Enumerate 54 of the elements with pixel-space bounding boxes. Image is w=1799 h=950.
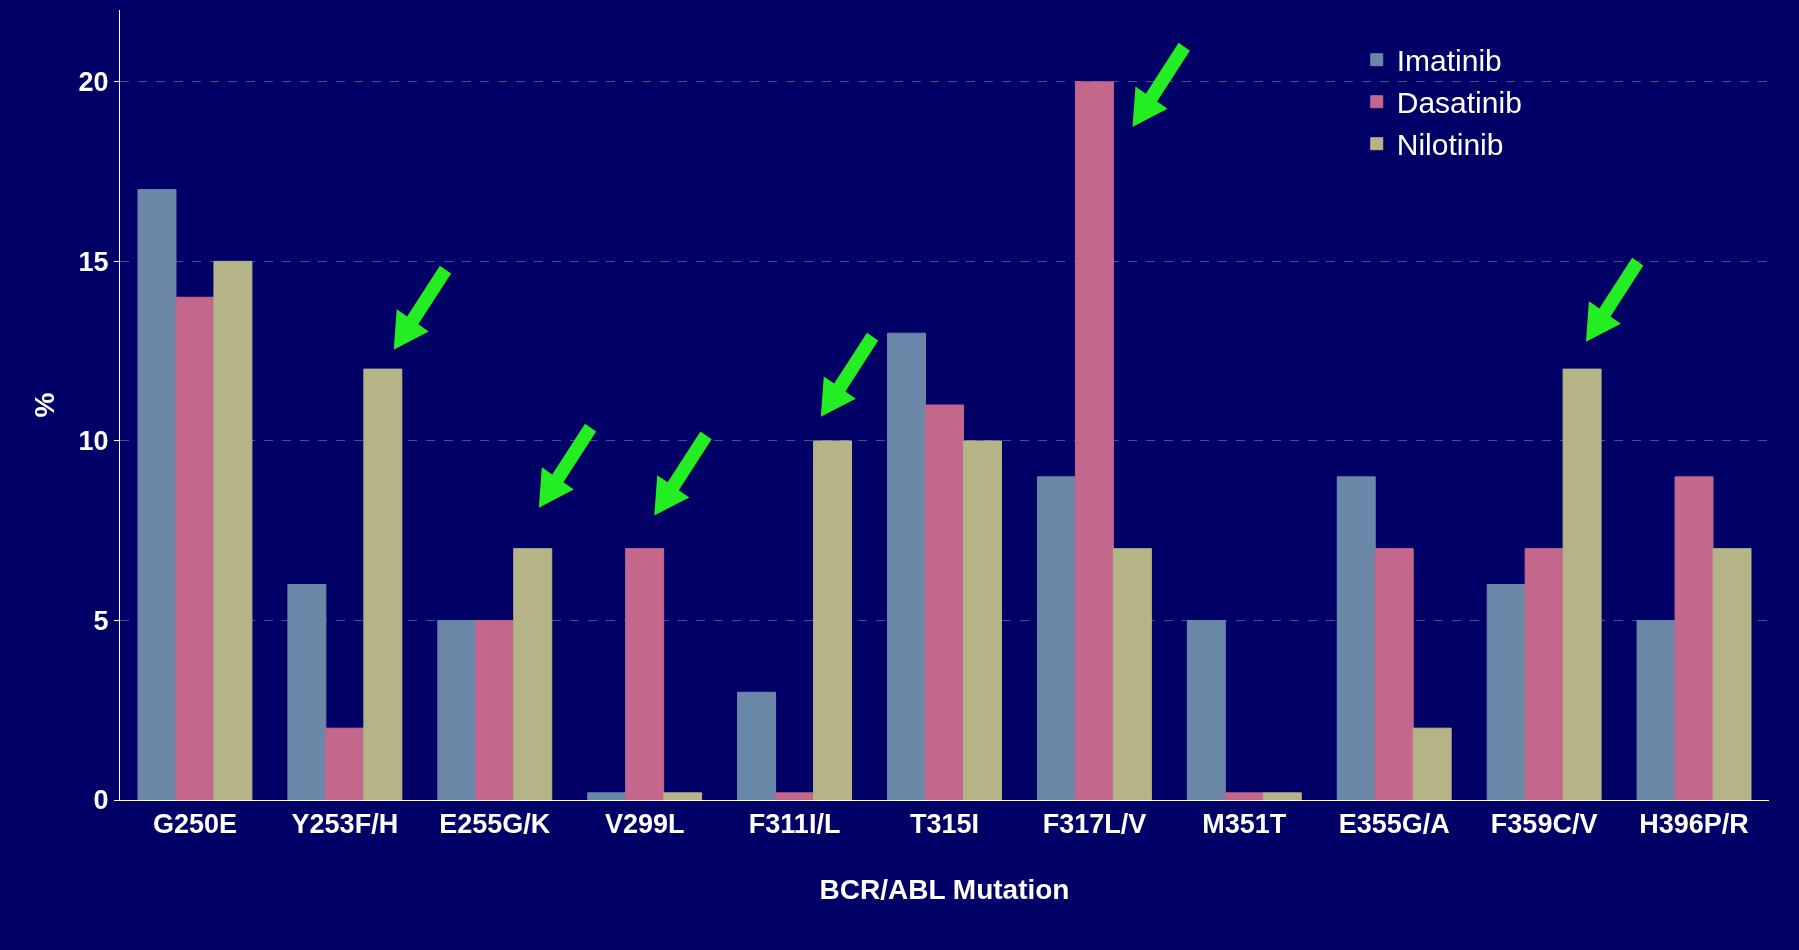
bar <box>475 619 515 800</box>
x-tick-label: H396P/R <box>1639 809 1749 840</box>
x-tick-label: T315I <box>909 809 980 840</box>
bar <box>1562 368 1602 800</box>
bar <box>962 440 1002 800</box>
bar <box>325 727 365 800</box>
x-tick-label: E355G/A <box>1338 809 1450 840</box>
bar <box>1036 476 1076 800</box>
bar <box>1224 792 1264 800</box>
y-tick-label: 15 <box>78 246 109 277</box>
bar <box>1712 548 1752 800</box>
legend-label: Imatinib <box>1396 44 1502 78</box>
bar <box>887 332 927 800</box>
bar <box>1112 548 1152 800</box>
bar <box>287 584 327 800</box>
bar <box>1262 792 1302 800</box>
bar <box>1186 619 1226 800</box>
bar <box>775 792 815 800</box>
bar <box>437 619 477 800</box>
bar <box>1674 476 1714 800</box>
x-tick-label: V299L <box>604 809 685 840</box>
bar <box>625 548 665 800</box>
bar <box>213 260 253 800</box>
bar <box>1074 81 1114 800</box>
x-axis-title: BCR/ABL Mutation <box>819 873 1070 905</box>
bar <box>1336 476 1376 800</box>
x-tick-label: F359C/V <box>1490 809 1598 840</box>
bar <box>1374 548 1414 800</box>
x-tick-label: M351T <box>1202 809 1287 840</box>
bar <box>587 792 627 800</box>
bar <box>813 440 853 800</box>
x-tick-label: Y253F/H <box>291 809 399 840</box>
bar <box>1524 548 1564 800</box>
x-tick-label: E255G/K <box>439 809 551 840</box>
legend-label: Dasatinib <box>1396 86 1522 120</box>
bar <box>137 189 177 800</box>
y-tick-label: 10 <box>78 426 109 457</box>
bar <box>1636 619 1676 800</box>
bar <box>663 792 703 800</box>
legend-label: Nilotinib <box>1396 128 1504 162</box>
bar <box>363 368 403 800</box>
x-tick-label: F317L/V <box>1042 809 1147 840</box>
y-axis-title: % <box>29 392 61 418</box>
y-tick-label: 20 <box>78 67 109 98</box>
y-tick-label: 0 <box>93 785 109 816</box>
y-tick-label: 5 <box>93 605 109 636</box>
x-tick-label: G250E <box>152 809 237 840</box>
bar <box>737 691 777 800</box>
bar <box>1412 727 1452 800</box>
bar <box>513 548 553 800</box>
bar <box>175 296 215 800</box>
x-tick-label: F311I/L <box>748 809 841 840</box>
bar <box>925 404 964 800</box>
bar <box>1486 584 1526 800</box>
